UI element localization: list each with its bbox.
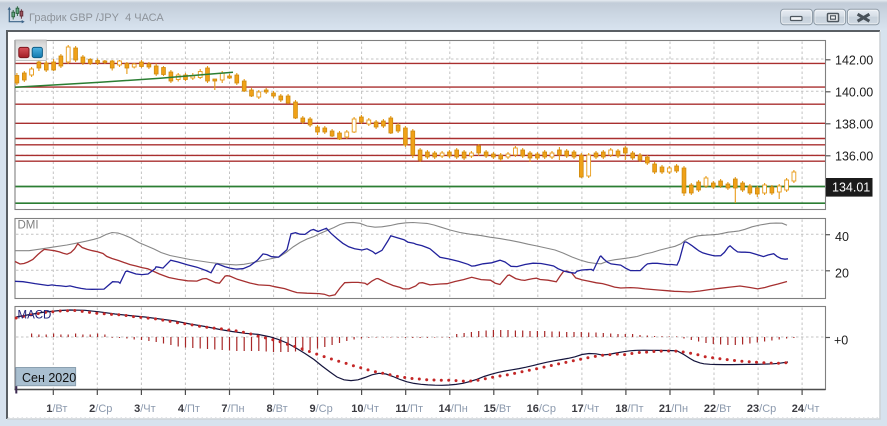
svg-text:24/Чт: 24/Чт [792, 403, 820, 415]
svg-text:15/Вт: 15/Вт [484, 403, 511, 415]
svg-text:138.00: 138.00 [835, 117, 873, 131]
svg-text:2/Ср: 2/Ср [89, 403, 112, 415]
svg-text:18/Пт: 18/Пт [615, 403, 643, 415]
svg-text:10/Чт: 10/Чт [351, 403, 379, 415]
svg-text:16/Ср: 16/Ср [527, 403, 556, 415]
svg-text:142.00: 142.00 [835, 53, 873, 67]
svg-text:9/Ср: 9/Ср [309, 403, 332, 415]
svg-text:+0: +0 [834, 334, 848, 348]
svg-text:17/Чт: 17/Чт [572, 403, 600, 415]
svg-text:140.00: 140.00 [835, 85, 873, 99]
svg-text:7/Пн: 7/Пн [221, 403, 244, 415]
svg-text:23/Ср: 23/Ср [747, 403, 776, 415]
svg-text:134.01: 134.01 [832, 181, 870, 195]
svg-text:Сен 2020: Сен 2020 [22, 371, 76, 385]
svg-text:4/Пт: 4/Пт [178, 403, 200, 415]
svg-text:40: 40 [835, 230, 849, 244]
svg-text:21/Пн: 21/Пн [659, 403, 688, 415]
svg-text:14/Пн: 14/Пн [439, 403, 468, 415]
svg-text:1/Вт: 1/Вт [46, 403, 67, 415]
svg-text:3/Чт: 3/Чт [134, 403, 156, 415]
svg-text:136.00: 136.00 [835, 149, 873, 163]
svg-text:DMI: DMI [18, 220, 39, 232]
svg-text:22/Вт: 22/Вт [704, 403, 731, 415]
svg-text:11/Пт: 11/Пт [395, 403, 423, 415]
svg-text:График GBP /JPY 4 ЧАСА: График GBP /JPY 4 ЧАСА [29, 12, 164, 24]
svg-text:20: 20 [835, 266, 849, 280]
svg-text:8/Вт: 8/Вт [266, 403, 287, 415]
svg-text:MACD: MACD [18, 310, 52, 322]
